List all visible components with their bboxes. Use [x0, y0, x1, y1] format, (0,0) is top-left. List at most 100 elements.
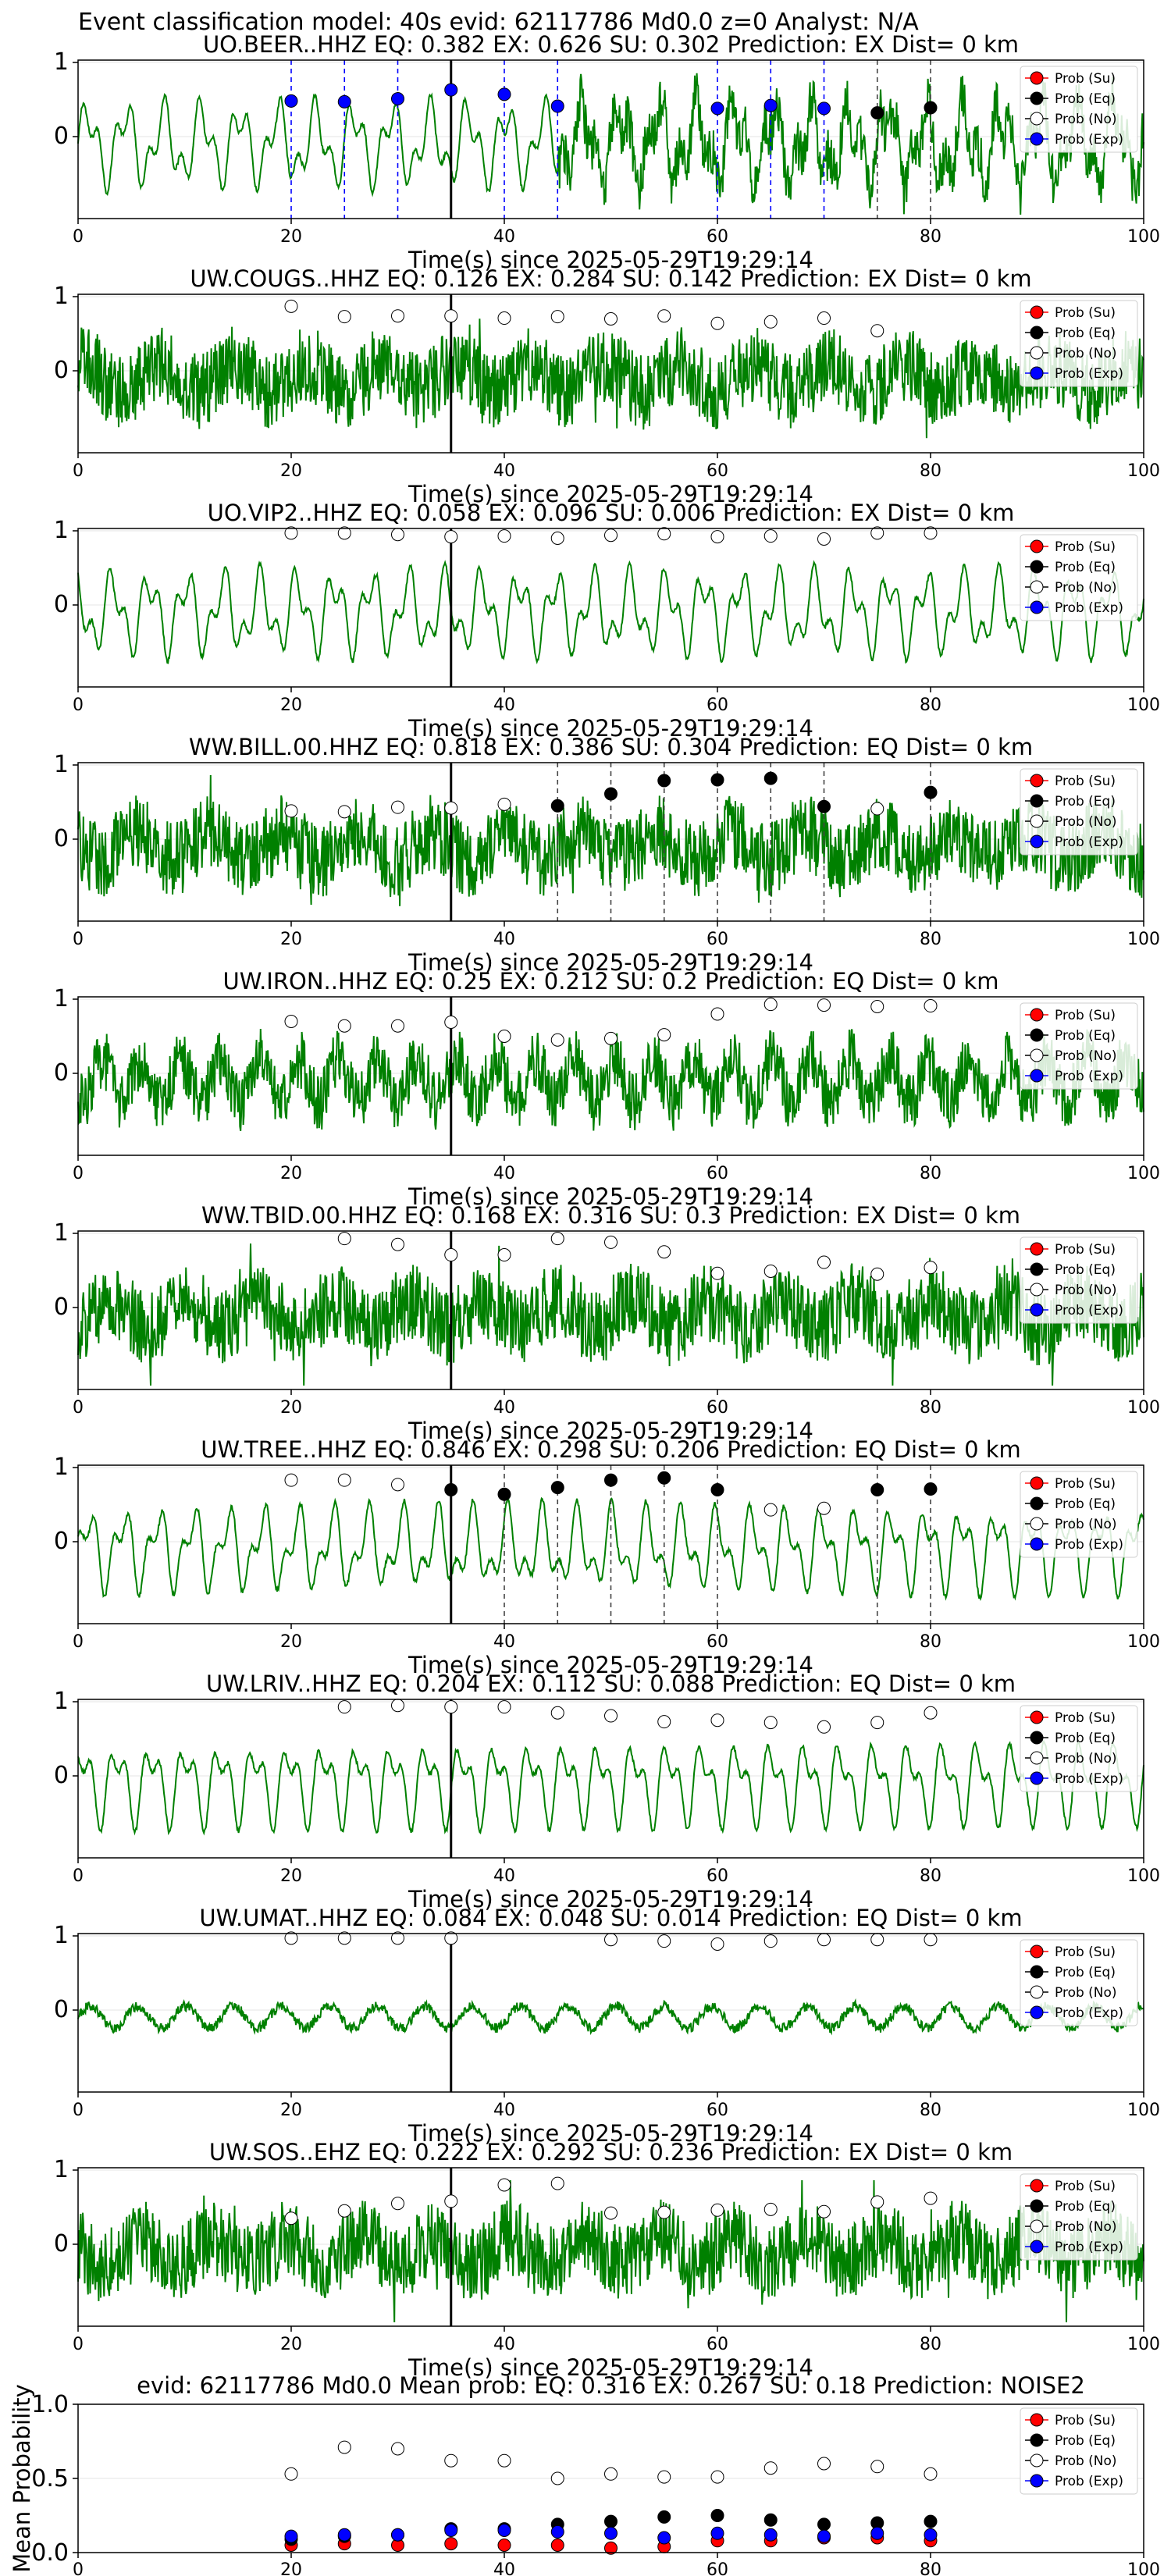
y-tick-label: 1 — [54, 48, 69, 76]
mean-point-exp — [924, 2528, 938, 2542]
x-tick-label: 0 — [73, 1632, 84, 1652]
prob-point-no — [391, 800, 404, 814]
legend-box — [1020, 2173, 1138, 2261]
prob-point-exp — [817, 101, 831, 116]
waveform-trace — [77, 1739, 1144, 1836]
legend-marker-eq — [1030, 1496, 1044, 1510]
prob-point-no — [870, 1716, 884, 1730]
prob-point-no — [604, 1933, 618, 1947]
prob-point-eq — [817, 799, 831, 813]
mean-point-eq — [604, 2514, 618, 2528]
x-tick-label: 20 — [280, 930, 302, 949]
legend-label-su: Prob (Su) — [1055, 1944, 1116, 1960]
prob-point-no — [391, 1237, 404, 1251]
prob-point-no — [284, 804, 298, 818]
legend-marker-exp — [1030, 2005, 1044, 2019]
waveform-trace — [77, 1496, 1144, 1602]
prob-point-eq — [550, 1481, 564, 1495]
legend-label-exp: Prob (Exp) — [1055, 132, 1123, 148]
x-tick-label: 80 — [920, 696, 941, 715]
prob-point-no — [284, 2211, 298, 2226]
station-panel: UW.UMAT..HHZ EQ: 0.084 EX: 0.048 SU: 0.0… — [54, 1905, 1160, 2147]
prob-point-no — [710, 1937, 724, 1951]
prob-point-no — [710, 1007, 724, 1021]
prob-point-no — [497, 1248, 511, 1262]
legend-marker-eq — [1030, 1262, 1044, 1276]
mean-point-no — [284, 2467, 298, 2481]
legend-label-exp: Prob (Exp) — [1055, 1069, 1123, 1084]
mean-point-no — [337, 2440, 351, 2454]
panel-title: WW.TBID.00.HHZ EQ: 0.168 EX: 0.316 SU: 0… — [201, 1202, 1020, 1229]
prob-point-no — [817, 998, 831, 1012]
legend-marker-su — [1030, 1710, 1044, 1724]
legend-label-exp: Prob (Exp) — [1055, 2005, 1123, 2021]
mean-point-no — [657, 2470, 671, 2484]
x-tick-label: 20 — [280, 696, 302, 715]
prob-point-exp — [391, 92, 404, 106]
mean-point-exp — [657, 2531, 671, 2545]
prob-point-no — [870, 1267, 884, 1281]
prob-point-no — [337, 310, 351, 324]
legend-label-no: Prob (No) — [1055, 1048, 1117, 1064]
prob-point-no — [604, 2206, 618, 2220]
panel-title: UW.TREE..HHZ EQ: 0.846 EX: 0.298 SU: 0.2… — [201, 1436, 1021, 1463]
y-tick-label: 1 — [54, 751, 69, 778]
x-tick-label: 0 — [73, 2335, 84, 2354]
legend-marker-su — [1030, 2413, 1044, 2427]
x-tick-label: 100 — [1127, 1398, 1160, 1418]
mean-point-no — [444, 2453, 458, 2467]
legend-label-eq: Prob (Eq) — [1055, 794, 1116, 809]
legend-box — [1020, 768, 1138, 856]
legend-marker-no — [1030, 2453, 1044, 2467]
prob-point-no — [391, 1699, 404, 1713]
prob-point-no — [710, 2203, 724, 2217]
prob-point-no — [924, 999, 938, 1013]
x-tick-label: 100 — [1127, 696, 1160, 715]
prob-point-no — [337, 526, 351, 540]
mean-point-su — [497, 2539, 511, 2552]
legend-label-su: Prob (Su) — [1055, 774, 1116, 789]
legend: Prob (Su) Prob (Eq) Prob (No) Prob (Exp) — [1020, 2407, 1138, 2495]
x-axis-label: Time(s) since 2025-05-29T19:29:14 — [408, 1652, 813, 1678]
x-axis-label: Time(s) since 2025-05-29T19:29:14 — [408, 1183, 813, 1210]
panel-title: UW.COUGS..HHZ EQ: 0.126 EX: 0.284 SU: 0.… — [190, 265, 1031, 292]
station-panel: UW.LRIV..HHZ EQ: 0.204 EX: 0.112 SU: 0.0… — [54, 1670, 1160, 1912]
legend-box — [1020, 1002, 1138, 1090]
prob-point-no — [763, 1503, 778, 1517]
legend-marker-no — [1030, 2219, 1044, 2233]
legend-label-no: Prob (No) — [1055, 112, 1117, 127]
x-tick-label: 40 — [493, 461, 515, 481]
y-tick-label: 0 — [54, 1059, 69, 1087]
panel-title: UW.IRON..HHZ EQ: 0.25 EX: 0.212 SU: 0.2 … — [223, 968, 999, 994]
prob-point-no — [870, 324, 884, 338]
x-tick-label: 100 — [1127, 2560, 1160, 2576]
x-tick-label: 80 — [920, 461, 941, 481]
legend-marker-exp — [1030, 1069, 1044, 1083]
legend-label-su: Prob (Su) — [1055, 1008, 1116, 1023]
x-tick-label: 40 — [493, 1164, 515, 1183]
station-panel: UW.TREE..HHZ EQ: 0.846 EX: 0.298 SU: 0.2… — [54, 1436, 1160, 1678]
y-tick-label: 1 — [54, 2156, 69, 2183]
prob-point-no — [817, 532, 831, 546]
x-tick-label: 60 — [707, 1632, 728, 1652]
legend: Prob (Su) Prob (Eq) Prob (No) Prob (Exp) — [1020, 66, 1138, 153]
x-tick-label: 100 — [1127, 2335, 1160, 2354]
mean-point-exp — [284, 2529, 298, 2543]
prob-point-no — [444, 801, 458, 815]
axes-frame — [77, 294, 1144, 454]
legend-marker-su — [1030, 305, 1044, 319]
prob-point-no — [391, 1931, 404, 1945]
legend-marker-su — [1030, 774, 1044, 788]
x-tick-label: 0 — [73, 2560, 84, 2576]
x-axis-label: Time(s) since 2025-05-29T19:29:14 — [408, 2120, 813, 2147]
prob-point-no — [284, 1931, 298, 1945]
x-tick-label: 0 — [73, 2101, 84, 2120]
mean-point-exp — [817, 2529, 831, 2543]
legend-marker-su — [1030, 2179, 1044, 2193]
x-tick-label: 60 — [707, 461, 728, 481]
prob-point-no — [924, 2191, 938, 2205]
prob-point-eq — [550, 799, 564, 813]
mean-point-no — [924, 2467, 938, 2481]
summary-panel: evid: 62117786 Md0.0 Mean prob: EQ: 0.31… — [9, 2372, 1160, 2576]
x-tick-label: 20 — [280, 1632, 302, 1652]
